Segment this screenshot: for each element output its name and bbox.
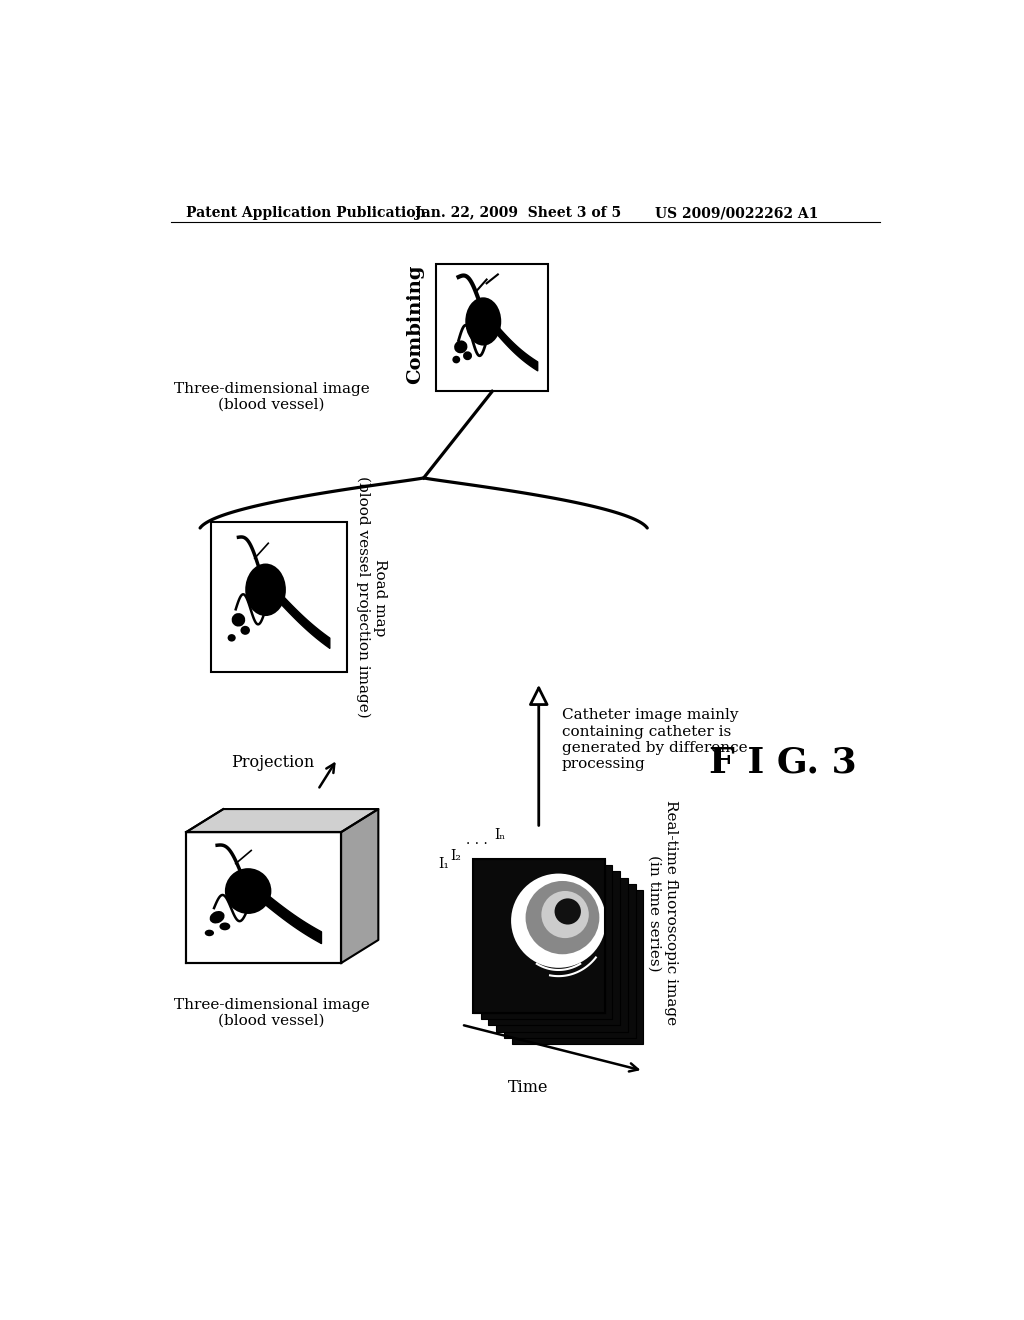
- Ellipse shape: [231, 612, 245, 627]
- Ellipse shape: [453, 356, 460, 363]
- Ellipse shape: [463, 351, 472, 360]
- Text: F I G. 3: F I G. 3: [709, 746, 857, 780]
- Bar: [504, 884, 636, 1038]
- Circle shape: [525, 880, 599, 954]
- Polygon shape: [186, 832, 341, 964]
- Ellipse shape: [227, 634, 236, 642]
- Text: Road map
(blood vessel projection image): Road map (blood vessel projection image): [356, 477, 387, 718]
- Text: Catheter image mainly
containing catheter is
generated by difference
processing: Catheter image mainly containing cathete…: [562, 709, 748, 771]
- Polygon shape: [186, 809, 378, 832]
- Ellipse shape: [241, 626, 250, 635]
- Text: Real-time fluoroscopic image
(in time series): Real-time fluoroscopic image (in time se…: [647, 800, 678, 1026]
- Bar: [211, 523, 347, 672]
- Ellipse shape: [210, 911, 224, 924]
- Bar: [186, 832, 341, 964]
- Text: Jan. 22, 2009  Sheet 3 of 5: Jan. 22, 2009 Sheet 3 of 5: [415, 206, 621, 220]
- Ellipse shape: [225, 869, 271, 913]
- Ellipse shape: [219, 923, 230, 931]
- Bar: [480, 866, 612, 1019]
- Text: Three-dimensional image
(blood vessel): Three-dimensional image (blood vessel): [173, 381, 370, 412]
- Polygon shape: [341, 809, 378, 964]
- Text: I₂: I₂: [451, 849, 462, 863]
- Circle shape: [511, 874, 606, 968]
- Bar: [488, 871, 621, 1026]
- Text: Projection: Projection: [230, 754, 314, 771]
- Ellipse shape: [454, 341, 467, 354]
- Bar: [473, 859, 604, 1014]
- Ellipse shape: [465, 297, 501, 346]
- Circle shape: [555, 899, 581, 924]
- Text: Three-dimensional image
(blood vessel): Three-dimensional image (blood vessel): [173, 998, 370, 1028]
- Bar: [512, 890, 643, 1044]
- Ellipse shape: [205, 929, 214, 936]
- Bar: [436, 264, 549, 391]
- Text: US 2009/0022262 A1: US 2009/0022262 A1: [655, 206, 818, 220]
- Text: · · ·: · · ·: [466, 837, 487, 851]
- Text: Patent Application Publication: Patent Application Publication: [186, 206, 426, 220]
- Text: Iₙ: Iₙ: [495, 828, 506, 842]
- Ellipse shape: [245, 564, 286, 616]
- Circle shape: [542, 891, 589, 939]
- Text: Combining: Combining: [407, 264, 424, 384]
- Text: I₁: I₁: [438, 857, 449, 871]
- Text: Time: Time: [508, 1078, 549, 1096]
- Bar: [473, 859, 604, 1014]
- Bar: [496, 878, 628, 1032]
